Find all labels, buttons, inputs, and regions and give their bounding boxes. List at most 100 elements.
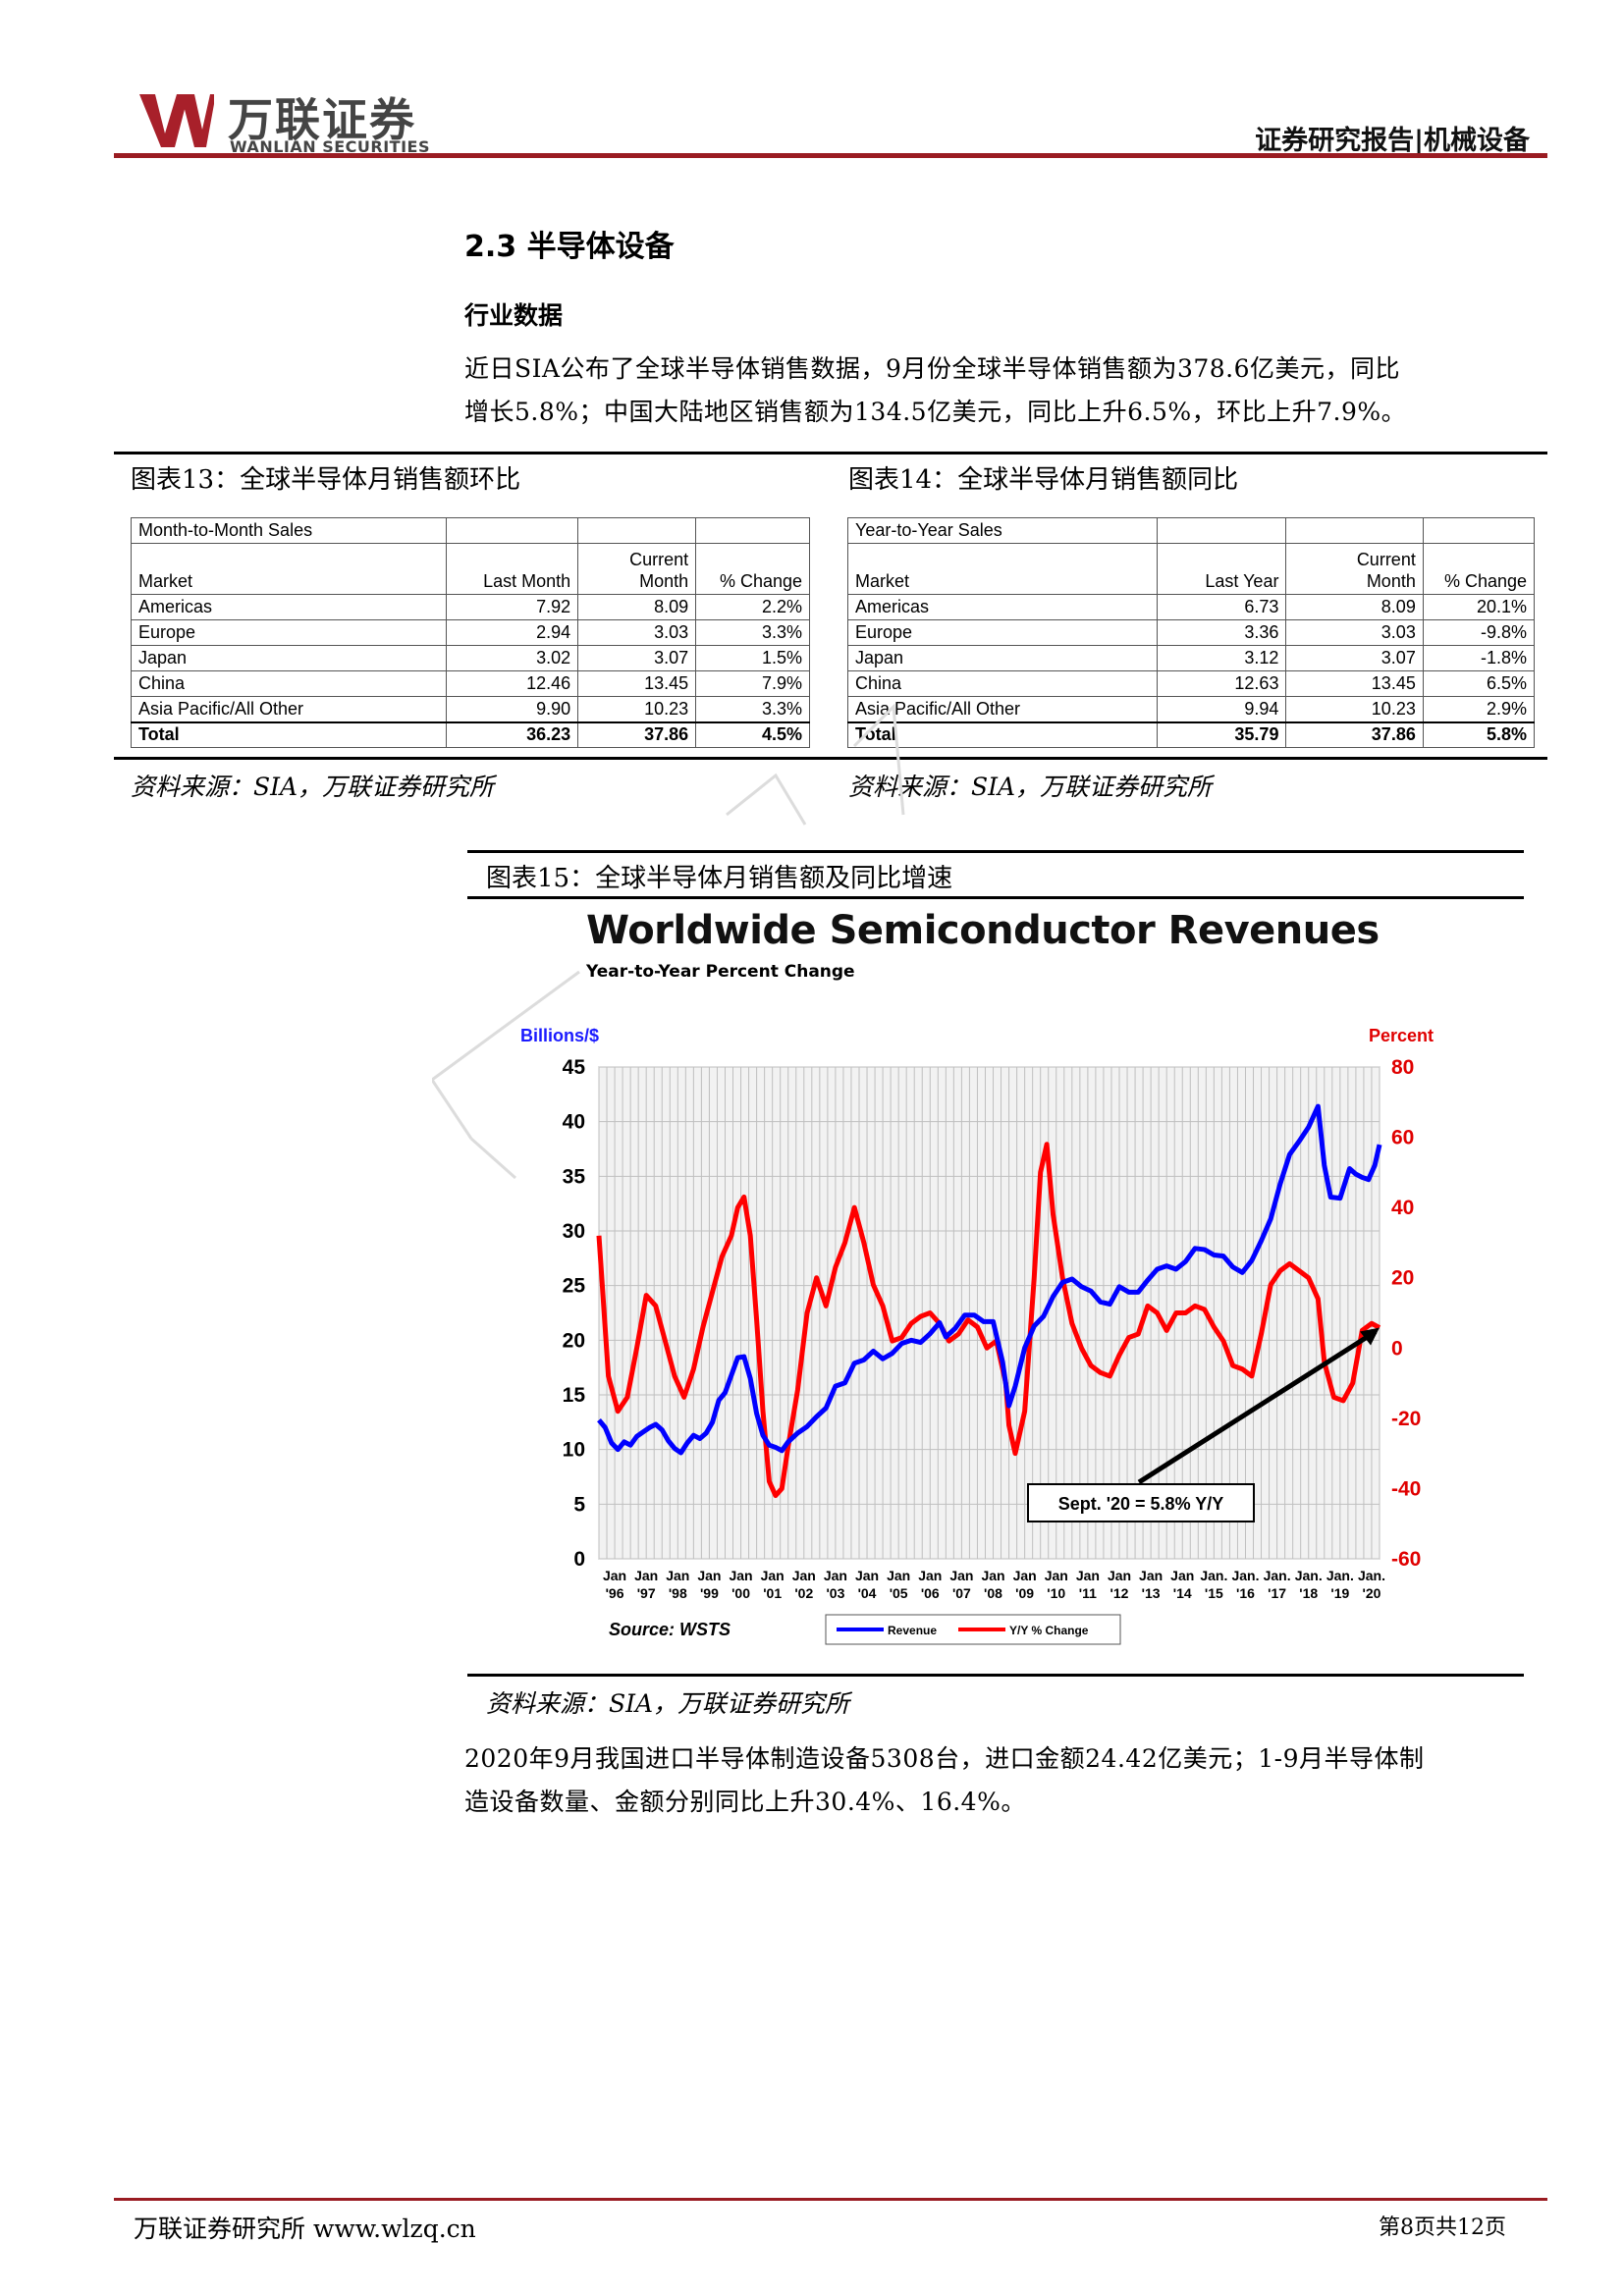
y2-tick-label: 20 [1391,1267,1414,1290]
plot-background [598,1066,1380,1560]
paragraph-line: 增长5.8%；中国大陆地区销售额为134.5亿美元，同比上升6.5%，环比上升7… [464,398,1407,426]
x-tick-label: Jan [1076,1568,1100,1583]
x-tick-label: Jan. [1231,1568,1259,1583]
page-number: 第8页共12页 [1379,2216,1506,2240]
legend-label-yoy: Y/Y % Change [1009,1624,1089,1637]
x-tick-label: Jan [1139,1568,1163,1583]
x-tick-label: Jan. [1326,1568,1354,1583]
x-tick-label: Jan [824,1568,847,1583]
y-tick-label: 20 [563,1329,585,1352]
table-month-to-month: Month-to-Month Sales Market Last Month C… [131,517,810,748]
column-header: Market [131,543,447,595]
x-tick-label: '14 [1173,1585,1192,1601]
x-tick-label: Jan [949,1568,973,1583]
table-row: Japan 3.02 3.07 1.5% [131,645,810,671]
x-tick-label: '01 [763,1585,782,1601]
table-total-row: Total 35.79 37.86 5.8% [846,721,1536,748]
y2-axis-label: Percent [1369,1026,1434,1045]
x-tick-label: Jan [981,1568,1004,1583]
x-tick-label: Jan [603,1568,626,1583]
x-tick-label: '99 [700,1585,719,1601]
legend-label-revenue: Revenue [888,1624,937,1637]
x-tick-label: Jan [1045,1568,1068,1583]
y-tick-label: 25 [563,1275,586,1298]
figure15-title: 图表15：全球半导体月销售额及同比增速 [486,864,953,893]
x-tick-label: '17 [1268,1585,1286,1601]
table-caption: Month-to-Month Sales [131,517,447,544]
table-row: Europe 3.36 3.03 -9.8% [846,619,1536,646]
company-logo: 万联证券 WANLIAN SECURITIES [137,88,461,157]
x-tick-label: '97 [637,1585,656,1601]
figure13-title: 图表13：全球半导体月销售额环比 [131,465,521,495]
x-tick-label: '98 [669,1585,687,1601]
table-row: China 12.63 13.45 6.5% [846,670,1536,697]
x-tick-label: Jan. [1295,1568,1323,1583]
figure14-title: 图表14：全球半导体月销售额同比 [848,465,1239,495]
column-header: % Change [1422,543,1536,595]
y-tick-label: 15 [563,1384,586,1407]
figure15-source: 资料来源：SIA，万联证券研究所 [486,1689,850,1718]
figure15-bottom-rule [467,1674,1524,1677]
chart-source-note: Source: WSTS [609,1620,731,1639]
y-tick-label: 35 [563,1165,586,1188]
x-tick-label: Jan [1170,1568,1194,1583]
column-header: Last Year [1157,543,1287,595]
y-tick-label: 10 [563,1439,585,1462]
figure-top-rule [114,452,1547,454]
annotation-box [1027,1483,1255,1522]
paragraph-equipment-imports: 2020年9月我国进口半导体制造设备5308台，进口金额24.42亿美元；1-9… [464,1737,1525,1824]
y2-tick-label: -60 [1391,1548,1421,1571]
table-year-to-year: Year-to-Year Sales Market Last Year Curr… [846,517,1536,748]
annotation-label: Sept. '20 = 5.8% Y/Y [1058,1494,1224,1514]
column-header: Current Month [577,543,697,595]
table-total-row: Total 36.23 37.86 4.5% [131,721,810,748]
x-tick-label: '15 [1205,1585,1223,1601]
x-tick-label: Jan [666,1568,689,1583]
x-tick-label: '12 [1110,1585,1129,1601]
report-category: 证券研究报告|机械设备 [1255,126,1530,156]
section-title: 2.3 半导体设备 [464,230,675,264]
x-tick-label: Jan [697,1568,721,1583]
figure-bottom-rule [114,757,1547,760]
y2-tick-label: 40 [1391,1197,1414,1219]
x-tick-label: Jan [1013,1568,1037,1583]
y-tick-label: 30 [563,1220,585,1243]
x-tick-label: Jan [918,1568,942,1583]
figure15-top-rule [467,850,1524,853]
x-tick-label: Jan [887,1568,910,1583]
chart-subtitle: Year-to-Year Percent Change [586,962,855,982]
x-tick-label: '16 [1236,1585,1255,1601]
chart-canvas: 0 5 10 15 20 25 30 35 40 45 -60 -40 -20 0 20 40 60 80 Bill… [520,1026,1434,1645]
x-tick-label: '06 [921,1585,940,1601]
table-row: Europe 2.94 3.03 3.3% [131,619,810,646]
table-row: China 12.46 13.45 7.9% [131,670,810,697]
chart-title: Worldwide Semiconductor Revenues [586,908,1380,953]
x-tick-label: Jan [855,1568,879,1583]
wanlian-logo-mark [139,94,214,147]
annotation-arrowhead [1360,1327,1380,1346]
x-tick-label: '96 [606,1585,624,1601]
x-tick-label: Jan [634,1568,658,1583]
y-tick-label: 40 [563,1111,585,1134]
column-header: Current Month [1285,543,1424,595]
logo-text-cn: 万联证券 [228,93,416,146]
figure13-source: 资料来源：SIA，万联证券研究所 [131,773,495,801]
y2-tick-label: 60 [1391,1127,1414,1149]
y-axis-label: Billions/$ [520,1026,599,1045]
x-tick-label: '00 [731,1585,750,1601]
table-row: Americas 6.73 8.09 20.1% [846,594,1536,620]
table-row: Asia Pacific/All Other 9.90 10.23 3.3% [131,696,810,722]
column-header: Last Month [445,543,579,595]
x-tick-label: '11 [1079,1585,1097,1601]
x-tick-label: '05 [890,1585,908,1601]
series-line-yoy [596,1142,1381,1499]
figure14-source: 资料来源：SIA，万联证券研究所 [848,773,1213,801]
y-tick-label: 45 [563,1056,586,1079]
x-tick-label: Jan [1108,1568,1131,1583]
x-tick-label: Jan [792,1568,816,1583]
paragraph-line: 近日SIA公布了全球半导体销售数据，9月份全球半导体销售额为378.6亿美元，同… [464,354,1401,383]
x-tick-label: Jan. [1264,1568,1291,1583]
table-caption: Year-to-Year Sales [846,517,1159,544]
series-line-revenue [597,1103,1382,1456]
x-tick-label: Jan. [1200,1568,1227,1583]
